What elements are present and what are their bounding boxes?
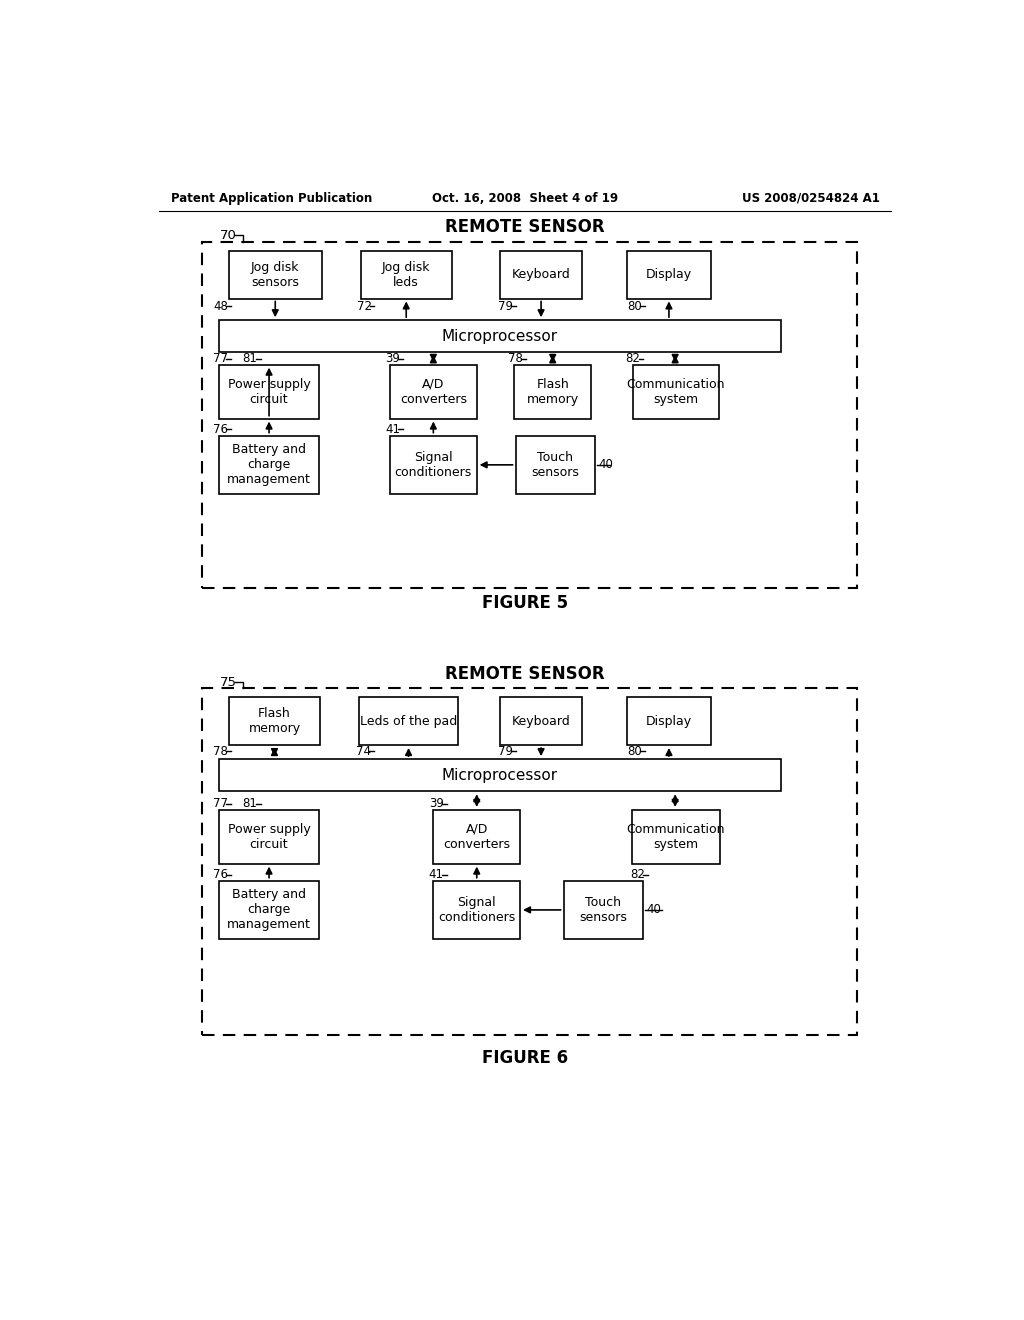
- Text: Signal
conditioners: Signal conditioners: [438, 896, 515, 924]
- Text: 80: 80: [627, 744, 642, 758]
- Text: Keyboard: Keyboard: [512, 714, 570, 727]
- Bar: [219, 436, 318, 494]
- Text: Flash
memory: Flash memory: [526, 378, 579, 405]
- Bar: [228, 697, 321, 744]
- Text: A/D
converters: A/D converters: [443, 822, 510, 851]
- Bar: [228, 251, 322, 298]
- Bar: [627, 251, 711, 298]
- Text: 79: 79: [499, 300, 513, 313]
- Text: 79: 79: [499, 744, 513, 758]
- Bar: [500, 697, 583, 744]
- Text: 74: 74: [356, 744, 371, 758]
- Text: Patent Application Publication: Patent Application Publication: [171, 191, 372, 205]
- Text: Microprocessor: Microprocessor: [442, 329, 558, 343]
- Bar: [563, 880, 643, 940]
- Text: REMOTE SENSOR: REMOTE SENSOR: [445, 218, 604, 236]
- Bar: [633, 364, 719, 418]
- Bar: [390, 364, 477, 418]
- Text: 82: 82: [626, 352, 640, 366]
- Text: Jog disk
sensors: Jog disk sensors: [251, 260, 299, 289]
- Text: 81: 81: [243, 797, 258, 810]
- Bar: [219, 321, 780, 352]
- Bar: [219, 759, 780, 792]
- Text: Keyboard: Keyboard: [512, 268, 570, 281]
- Text: 40: 40: [598, 458, 613, 471]
- Text: 76: 76: [213, 869, 228, 880]
- Bar: [500, 251, 583, 298]
- Text: Display: Display: [646, 268, 692, 281]
- Text: Power supply
circuit: Power supply circuit: [227, 822, 310, 851]
- Bar: [219, 880, 318, 940]
- Text: Jog disk
leds: Jog disk leds: [382, 260, 430, 289]
- Text: 41: 41: [429, 869, 443, 880]
- Text: 80: 80: [627, 300, 642, 313]
- Bar: [515, 436, 595, 494]
- Text: 78: 78: [213, 744, 228, 758]
- Text: 75: 75: [219, 676, 237, 689]
- Text: 39: 39: [385, 352, 400, 366]
- Bar: [360, 251, 452, 298]
- Text: Microprocessor: Microprocessor: [442, 768, 558, 783]
- Text: Power supply
circuit: Power supply circuit: [227, 378, 310, 405]
- Text: 76: 76: [213, 422, 228, 436]
- Text: 72: 72: [356, 300, 372, 313]
- Text: 70: 70: [219, 228, 237, 242]
- Text: Flash
memory: Flash memory: [249, 708, 300, 735]
- Text: 77: 77: [213, 797, 228, 810]
- Text: 82: 82: [630, 869, 645, 880]
- Text: 39: 39: [429, 797, 443, 810]
- Text: FIGURE 6: FIGURE 6: [481, 1049, 568, 1067]
- Text: Communication
system: Communication system: [627, 822, 725, 851]
- Bar: [627, 697, 711, 744]
- Text: Leds of the pad: Leds of the pad: [359, 714, 457, 727]
- Bar: [390, 436, 477, 494]
- Bar: [433, 880, 520, 940]
- Text: 77: 77: [213, 352, 228, 366]
- Bar: [219, 364, 318, 418]
- Text: A/D
converters: A/D converters: [399, 378, 467, 405]
- Text: 78: 78: [508, 352, 522, 366]
- Text: 48: 48: [213, 300, 228, 313]
- Text: Battery and
charge
management: Battery and charge management: [227, 444, 311, 486]
- Text: Oct. 16, 2008  Sheet 4 of 19: Oct. 16, 2008 Sheet 4 of 19: [432, 191, 617, 205]
- Text: 41: 41: [385, 422, 400, 436]
- Bar: [514, 364, 592, 418]
- Text: FIGURE 5: FIGURE 5: [481, 594, 568, 612]
- Bar: [202, 688, 856, 1035]
- Bar: [202, 242, 856, 589]
- Bar: [433, 810, 520, 863]
- Text: US 2008/0254824 A1: US 2008/0254824 A1: [741, 191, 880, 205]
- Text: REMOTE SENSOR: REMOTE SENSOR: [445, 664, 604, 682]
- Text: Display: Display: [646, 714, 692, 727]
- Text: Touch
sensors: Touch sensors: [580, 896, 627, 924]
- Bar: [632, 810, 720, 863]
- Text: 40: 40: [646, 903, 662, 916]
- Bar: [359, 697, 458, 744]
- Bar: [219, 810, 318, 863]
- Text: Battery and
charge
management: Battery and charge management: [227, 888, 311, 932]
- Text: 81: 81: [243, 352, 258, 366]
- Text: Touch
sensors: Touch sensors: [531, 451, 579, 479]
- Text: Signal
conditioners: Signal conditioners: [394, 451, 472, 479]
- Text: Communication
system: Communication system: [627, 378, 725, 405]
